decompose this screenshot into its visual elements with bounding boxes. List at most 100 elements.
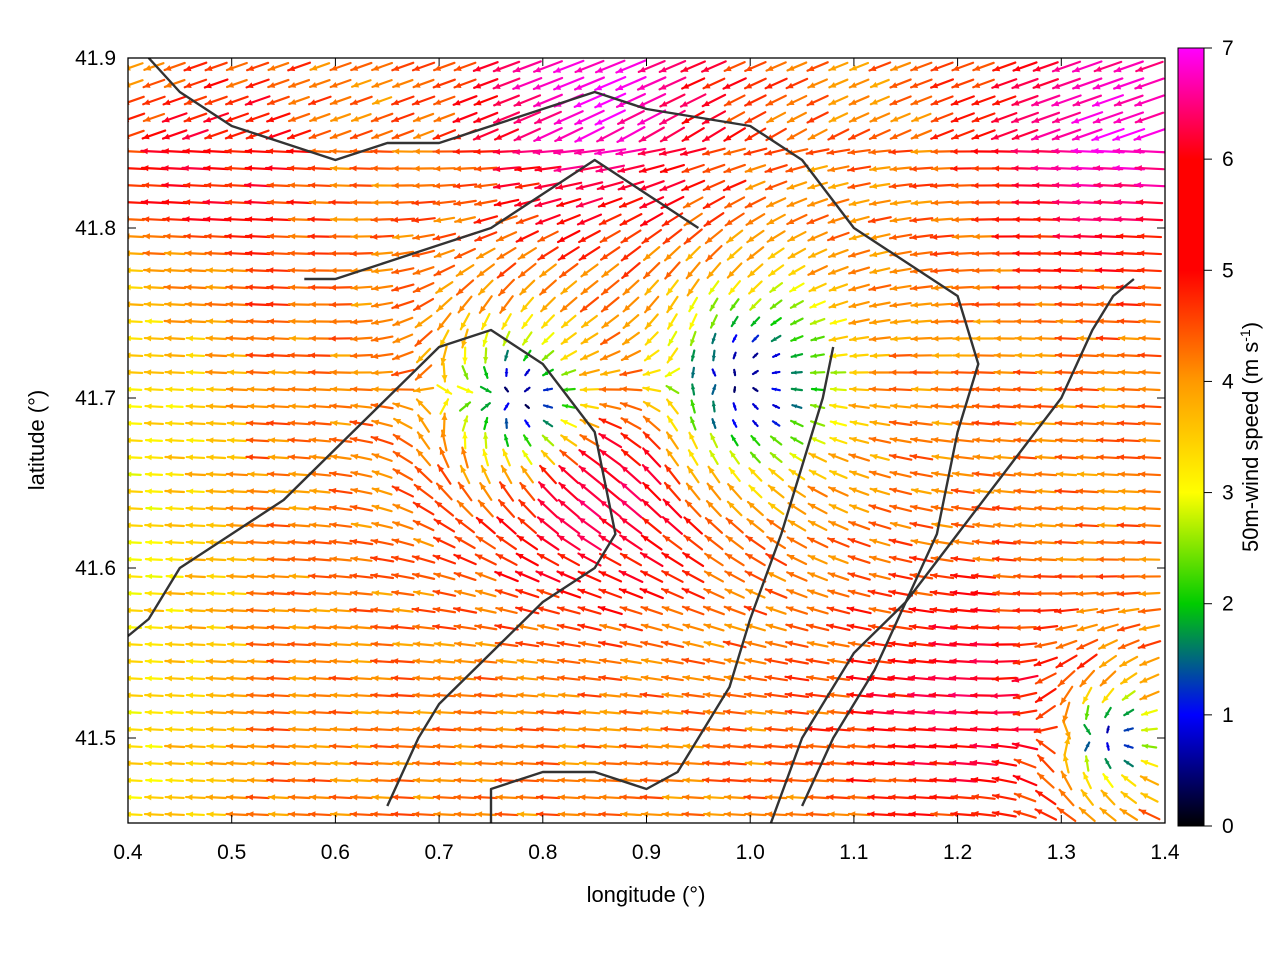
wind-arrow (1097, 623, 1119, 632)
wind-arrow (203, 182, 229, 189)
wind-arrow (578, 657, 601, 665)
wind-arrow (266, 692, 291, 699)
wind-arrow (534, 197, 562, 208)
wind-arrow (1121, 690, 1136, 701)
wind-arrow (204, 301, 228, 308)
wind-arrow (266, 318, 291, 325)
wind-arrow (1141, 743, 1158, 749)
wind-arrow (847, 572, 871, 581)
wind-arrow (390, 811, 416, 818)
wind-arrow (909, 78, 933, 89)
wind-arrow (1057, 670, 1076, 687)
wind-arrow (827, 248, 849, 259)
wind-arrow (164, 454, 185, 461)
wind-arrow (245, 112, 270, 123)
wind-arrow (128, 420, 143, 427)
wind-arrow (784, 777, 809, 784)
wind-arrow (225, 78, 248, 89)
wind-arrow (475, 516, 496, 535)
wind-arrow (826, 623, 851, 632)
wind-arrow (475, 535, 496, 550)
x-tick-label: 1.2 (943, 841, 972, 864)
wind-arrow (659, 163, 685, 174)
wind-arrow (599, 402, 622, 410)
wind-arrow (532, 76, 564, 91)
wind-arrow (1034, 471, 1058, 478)
wind-arrow (415, 448, 432, 467)
wind-arrow (370, 318, 394, 326)
wind-arrow (806, 111, 829, 124)
wind-arrow (930, 216, 954, 223)
wind-arrow (930, 555, 954, 563)
wind-arrow (225, 301, 249, 308)
wind-arrow (639, 196, 665, 209)
wind-arrow (453, 794, 477, 801)
wind-arrow (1113, 60, 1144, 73)
wind-arrow (619, 726, 643, 733)
wind-arrow (1013, 471, 1037, 478)
wind-arrow (371, 129, 393, 140)
wind-arrow (1116, 318, 1141, 325)
wind-arrow (206, 522, 227, 529)
wind-arrow (455, 264, 475, 277)
wind-arrow (412, 233, 435, 241)
wind-arrow (1079, 669, 1096, 688)
wind-arrow (392, 521, 414, 530)
wind-arrow (461, 365, 469, 380)
wind-arrow (184, 250, 207, 257)
wind-arrow (495, 692, 518, 699)
wind-arrow (596, 126, 625, 143)
wind-arrow (621, 331, 640, 346)
wind-arrow (267, 78, 290, 89)
wind-arrow (888, 555, 913, 564)
wind-arrow (577, 606, 602, 615)
wind-arrow (165, 556, 185, 563)
wind-arrow (991, 505, 1017, 512)
wind-arrow (329, 641, 352, 648)
wind-arrow (474, 709, 498, 716)
wind-arrow (266, 95, 290, 106)
wind-arrow (185, 369, 205, 376)
wind-arrow (128, 675, 143, 682)
wind-arrow (846, 657, 872, 665)
wind-arrow (1138, 335, 1161, 342)
wind-arrow (910, 352, 933, 359)
wind-arrow (1076, 638, 1099, 651)
wind-arrow (786, 61, 808, 72)
wind-arrow (1013, 792, 1037, 803)
wind-arrow (681, 708, 706, 716)
wind-arrow (143, 369, 165, 376)
wind-arrow (888, 148, 913, 155)
wind-arrow (307, 369, 332, 376)
wind-arrow (1060, 770, 1073, 791)
wind-arrow (1135, 60, 1164, 73)
wind-arrow (576, 213, 603, 226)
wind-arrow (206, 641, 227, 648)
wind-arrow (1137, 471, 1162, 478)
wind-arrow (184, 573, 207, 580)
wind-arrow (461, 415, 469, 432)
wind-arrow (848, 199, 870, 207)
wind-arrow (523, 386, 531, 393)
wind-arrow (441, 362, 448, 383)
wind-arrow (1099, 807, 1117, 822)
wind-arrow (514, 570, 540, 583)
wind-arrow (744, 640, 767, 649)
wind-arrow (350, 453, 373, 461)
wind-arrow (164, 420, 185, 427)
wind-arrow (764, 709, 788, 716)
wind-arrow (578, 709, 601, 716)
wind-arrow (1115, 233, 1142, 240)
wind-arrow (950, 301, 975, 308)
wind-arrow (827, 486, 849, 497)
wind-arrow (266, 556, 291, 563)
wind-arrow (745, 213, 766, 226)
wind-arrow (145, 505, 163, 512)
wind-arrow (1116, 267, 1142, 274)
wind-arrow (267, 454, 290, 461)
wind-arrow (185, 794, 206, 801)
wind-arrow (307, 216, 333, 223)
wind-arrow (723, 811, 746, 818)
wind-arrow (245, 505, 270, 512)
wind-arrow (722, 760, 747, 767)
